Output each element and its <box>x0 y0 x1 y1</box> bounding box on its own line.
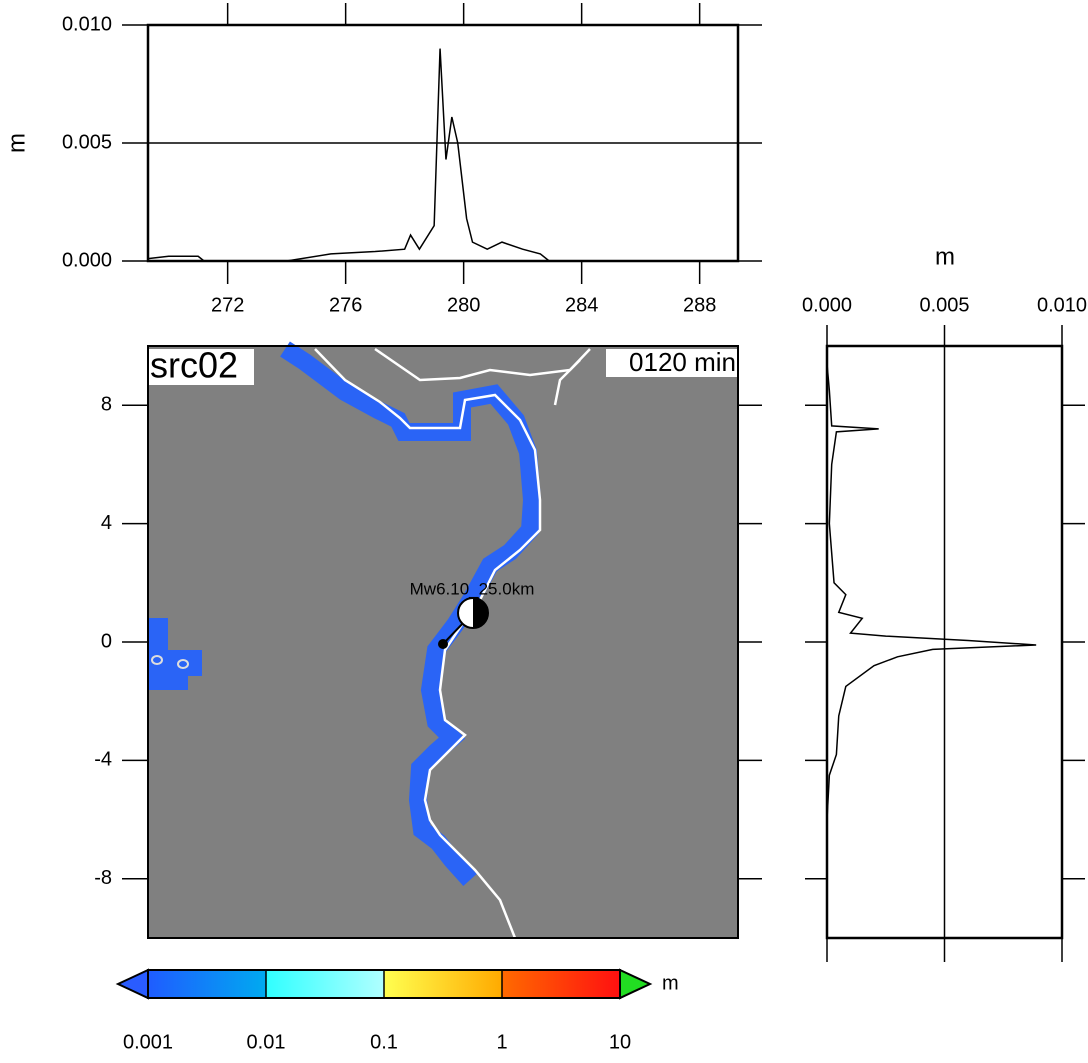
inundation <box>148 341 542 887</box>
y-tick-label: -8 <box>94 867 112 889</box>
x-axis-label: m <box>935 243 955 270</box>
y-axis-label: m <box>3 133 30 153</box>
title-box <box>148 349 254 385</box>
x-tick-label: 288 <box>683 294 716 316</box>
y-tick-label: 4 <box>101 512 112 534</box>
profile-line <box>147 48 738 262</box>
x-tick-label: 276 <box>329 294 362 316</box>
colorbar-tick-label: 0.1 <box>370 1031 398 1053</box>
x-tick-label: 0.005 <box>919 294 969 316</box>
epicenter <box>438 597 489 649</box>
y-tick-label: -4 <box>94 749 112 771</box>
x-tick-label: 0.010 <box>1037 294 1087 316</box>
colorbar-under <box>115 968 149 1000</box>
colorbar-segment <box>384 970 502 998</box>
y-tick-label: 0.010 <box>62 13 112 35</box>
x-tick-label: 280 <box>447 294 480 316</box>
map-title: src02 <box>150 345 238 386</box>
y-tick-label: 0.000 <box>62 249 112 271</box>
y-tick-label: 8 <box>101 393 112 415</box>
colorbar-segment <box>266 970 384 998</box>
x-tick-label: 284 <box>565 294 598 316</box>
x-tick-label: 0.000 <box>802 294 852 316</box>
colorbar-tick-label: 0.01 <box>247 1031 286 1053</box>
colorbar-segment <box>148 970 266 998</box>
profile-line <box>826 363 1037 938</box>
colorbar-tick-label: 10 <box>609 1031 631 1053</box>
annotation-box <box>606 349 738 377</box>
event-label: Mw6.10_25.0km <box>410 579 535 598</box>
time-annotation: 0120 min <box>629 347 736 377</box>
colorbar-segment <box>502 970 620 998</box>
colorbar-over <box>619 968 653 1000</box>
y-tick-label: 0.005 <box>62 131 112 153</box>
y-tick-label: 0 <box>101 630 112 652</box>
x-tick-label: 272 <box>211 294 244 316</box>
colorbar-tick-label: 1 <box>496 1031 507 1053</box>
colorbar-unit: m <box>662 972 679 994</box>
colorbar-tick-label: 0.001 <box>123 1031 173 1053</box>
